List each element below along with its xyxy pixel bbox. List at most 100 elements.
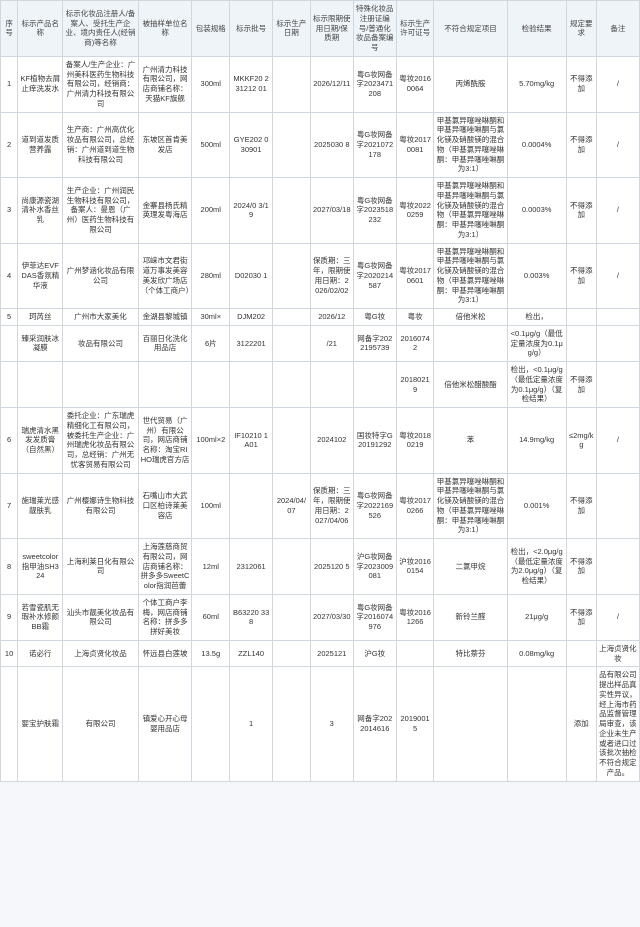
cell-c: 汕头市靓美化妆品有限公司 — [63, 594, 138, 640]
cell-c: 妆品有限公司 — [63, 325, 138, 361]
cell-res: 0.0004% — [507, 112, 566, 178]
cell-e: 2025121 — [310, 640, 353, 667]
cell-l: 粤妆20170601 — [396, 243, 434, 309]
cell-rm — [596, 309, 639, 326]
cell-s: 邛崃市文君街道万事发美容美发欣广场店（个体工商户） — [138, 243, 192, 309]
cell-s: 广州清力科技有限公司，网店商铺名称：天猫KF旗舰 — [138, 56, 192, 112]
cell-req: 不得添加 — [566, 243, 596, 309]
col-header-1: 标示产品名称 — [18, 1, 63, 57]
cell-e — [310, 362, 353, 408]
cell-s: 上海莲慈商贸有限公司，网店商铺名称：拼多多SweetColor指润芭蕾 — [138, 539, 192, 595]
table-row: 9若雪瓷肌无瑕补水修颜BB霜汕头市靓美化妆品有限公司个体工商户李梅，网店商铺名称… — [1, 594, 640, 640]
cell-n: 5 — [1, 309, 18, 326]
cell-req: 不得添加 — [566, 178, 596, 244]
cell-d — [273, 56, 311, 112]
cell-np: 甲基氯异噻唑啉酮和甲基异噻唑啉酮与氯化镁及硝酸镁的混合物（甲基氯异噻唑啉酮：甲基… — [434, 243, 507, 309]
cell-p: sweetcolor指甲油SH324 — [18, 539, 63, 595]
cell-n: 9 — [1, 594, 18, 640]
cell-r: 粤G妆网备字2022169526 — [353, 473, 396, 539]
cell-d — [273, 539, 311, 595]
cell-l: 20190015 — [396, 667, 434, 781]
cell-n: 10 — [1, 640, 18, 667]
cell-b: 3122201 — [230, 325, 273, 361]
cell-n: 6 — [1, 408, 18, 474]
cell-e: 2027/03/18 — [310, 178, 353, 244]
cell-sp: 100ml×2 — [192, 408, 230, 474]
cell-e: 2026/12/11 — [310, 56, 353, 112]
cell-d — [273, 309, 311, 326]
cell-c: 委托企业：广东瑞虎精细化工有限公司，被委托生产企业：广州瑞虎化妆品有限公司，总经… — [63, 408, 138, 474]
cell-c: 生产企业：广州润民生物科技有限公司，备案人：曼恩（广州）医药生物科技有限公司 — [63, 178, 138, 244]
col-header-7: 标示限期使用日期/保质期 — [310, 1, 353, 57]
cell-r — [353, 362, 396, 408]
cell-e: /21 — [310, 325, 353, 361]
cell-sp — [192, 362, 230, 408]
cell-r: 国妆特字G20191292 — [353, 408, 396, 474]
cell-sp: 30ml× — [192, 309, 230, 326]
col-header-13: 备注 — [596, 1, 639, 57]
table-row: 20180219倍他米松醋酸酯检出，<0.1μg/g（最低定量浓度为0.1μg/… — [1, 362, 640, 408]
cell-sp — [192, 667, 230, 781]
cell-b: 2312061 — [230, 539, 273, 595]
cell-d — [273, 325, 311, 361]
cell-r: 沪G妆网备字2023009081 — [353, 539, 396, 595]
cell-rm: / — [596, 243, 639, 309]
cell-c: 广州梦涵化妆品有限公司 — [63, 243, 138, 309]
cell-p: 道到道发质营养露 — [18, 112, 63, 178]
col-header-10: 不符合规定项目 — [434, 1, 507, 57]
cell-s: 石嘴山市大武口区柏诗莱美容店 — [138, 473, 192, 539]
cell-e: 2027/03/30 — [310, 594, 353, 640]
cell-np: 丙烯酰胺 — [434, 56, 507, 112]
col-header-4: 包装规格 — [192, 1, 230, 57]
cell-d — [273, 640, 311, 667]
cell-c: 广州市大家美化 — [63, 309, 138, 326]
cell-rm — [596, 325, 639, 361]
cell-p: 瑞虎清水黑发发质膏（自然黑） — [18, 408, 63, 474]
table-row: 6瑞虎清水黑发发质膏（自然黑）委托企业：广东瑞虎精细化工有限公司，被委托生产企业… — [1, 408, 640, 474]
cell-sp: 60ml — [192, 594, 230, 640]
cell-l: 粤妆20161266 — [396, 594, 434, 640]
cell-n — [1, 667, 18, 781]
table-row: 3尚康源瓷湖清补水香丝乳生产企业：广州润民生物科技有限公司，备案人：曼恩（广州）… — [1, 178, 640, 244]
cell-s: 镇爱心开心母婴用品店 — [138, 667, 192, 781]
col-header-2: 标示化妆品注册人/备案人、受托生产企业、境内责任人(经销商)等名称 — [63, 1, 138, 57]
cell-p: 尚康源瓷湖清补水香丝乳 — [18, 178, 63, 244]
cell-req: 添加 — [566, 667, 596, 781]
cell-np: 甲基氯异噻唑啉酮和甲基异噻唑啉酮与氯化镁及硝酸镁的混合物（甲基氯异噻唑啉酮：甲基… — [434, 178, 507, 244]
cell-res — [507, 667, 566, 781]
cell-b: GYE202 030901 — [230, 112, 273, 178]
cell-l: 粤妆20220259 — [396, 178, 434, 244]
cell-r: 粤G妆网备字2023471208 — [353, 56, 396, 112]
cell-res: 21μg/g — [507, 594, 566, 640]
cell-res: 检出，<2.0μg/g（最低定量浓度为2.0μg/g）（复检结果） — [507, 539, 566, 595]
table-row: 4伊菲达EVFDAS香氛精华液广州梦涵化妆品有限公司邛崃市文君街道万事发美容美发… — [1, 243, 640, 309]
cell-req: ≤2mg/kg — [566, 408, 596, 474]
cell-sp: 6片 — [192, 325, 230, 361]
cell-e: 2026/12 — [310, 309, 353, 326]
cell-l: 粤妆20160064 — [396, 56, 434, 112]
cell-np — [434, 667, 507, 781]
col-header-12: 规定要求 — [566, 1, 596, 57]
cell-r: 沪G妆 — [353, 640, 396, 667]
cell-r: 粤G妆网备字2023518232 — [353, 178, 396, 244]
cell-req: 不得添加 — [566, 539, 596, 595]
cell-l: 沪妆20160154 — [396, 539, 434, 595]
cell-rm — [596, 539, 639, 595]
table-row: 1KF植物去屑止痒洗发水备案人/生产企业：广州美科医药生物科技有限公司，经销商：… — [1, 56, 640, 112]
cell-n: 2 — [1, 112, 18, 178]
cell-req: 不得添加 — [566, 56, 596, 112]
cell-d — [273, 667, 311, 781]
cell-np: 苯 — [434, 408, 507, 474]
cell-b: DJM202 — [230, 309, 273, 326]
table-body: 1KF植物去屑止痒洗发水备案人/生产企业：广州美科医药生物科技有限公司，经销商：… — [1, 56, 640, 781]
cell-res: 14.9mg/kg — [507, 408, 566, 474]
cell-req — [566, 640, 596, 667]
cell-n — [1, 325, 18, 361]
cell-p: 伊菲达EVFDAS香氛精华液 — [18, 243, 63, 309]
cell-l: 粤妆 — [396, 309, 434, 326]
col-header-0: 序号 — [1, 1, 18, 57]
table-row: 2道到道发质营养露生产商：广州高优化妆品有限公司，总经销：广州道到道生物科技有限… — [1, 112, 640, 178]
cell-b: MKKF20 231212 01 — [230, 56, 273, 112]
cell-rm: / — [596, 408, 639, 474]
cell-d — [273, 408, 311, 474]
